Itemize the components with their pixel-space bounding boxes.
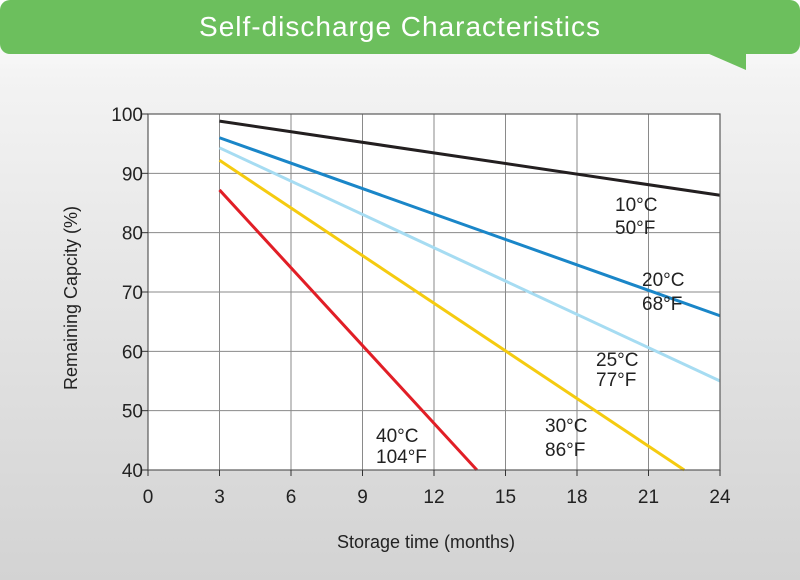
series-label-celsius: 30°C (545, 416, 587, 437)
chart-title: Self-discharge Characteristics (199, 11, 601, 42)
x-tick-label: 18 (566, 487, 587, 508)
series-line-1 (219, 119, 721, 197)
y-tick-label: 90 (122, 164, 143, 185)
y-tick-label: 100 (111, 105, 143, 126)
series-line-3 (218, 146, 721, 383)
series-label-celsius: 20°C (642, 270, 684, 291)
title-banner (0, 0, 800, 54)
x-tick-label: 15 (495, 487, 516, 508)
series-line-5 (218, 188, 479, 472)
title-banner-tail (700, 50, 746, 70)
x-tick-label: 6 (286, 487, 297, 508)
x-axis-label: Storage time (months) (337, 532, 515, 552)
series-label-celsius: 10°C (615, 195, 657, 216)
y-tick-label: 60 (122, 342, 143, 363)
series-label-fahrenheit: 104°F (376, 447, 427, 468)
series-lines (218, 119, 721, 472)
y-tick-label: 40 (122, 461, 143, 482)
series-label-fahrenheit: 68°F (642, 294, 682, 315)
x-tick-label: 3 (214, 487, 225, 508)
y-axis-label: Remaining Capcity (%) (61, 206, 81, 390)
y-tick-label: 70 (122, 283, 143, 304)
series-label-fahrenheit: 50°F (615, 218, 655, 239)
x-tick-label: 12 (423, 487, 444, 508)
x-tick-label: 24 (709, 487, 731, 508)
series-label-celsius: 40°C (376, 426, 418, 447)
grid (148, 114, 720, 470)
y-tick-label: 50 (122, 402, 143, 423)
series-label-celsius: 25°C (596, 350, 638, 371)
y-tick-label: 80 (122, 224, 143, 245)
x-tick-label: 0 (143, 487, 154, 508)
series-label-fahrenheit: 86°F (545, 440, 585, 461)
x-tick-label: 21 (638, 487, 659, 508)
x-tick-label: 9 (357, 487, 368, 508)
series-labels: 10°C50°F 20°C 68°F 25°C77°F 30°C 86°F 40°C104°… (376, 195, 684, 468)
series-line-4 (218, 159, 686, 472)
series-line-2 (218, 136, 721, 318)
axes: 0 3 6 9 12 15 18 21 24 40 50 60 70 80 90 100 (111, 105, 731, 508)
series-label-fahrenheit: 77°F (596, 370, 636, 391)
